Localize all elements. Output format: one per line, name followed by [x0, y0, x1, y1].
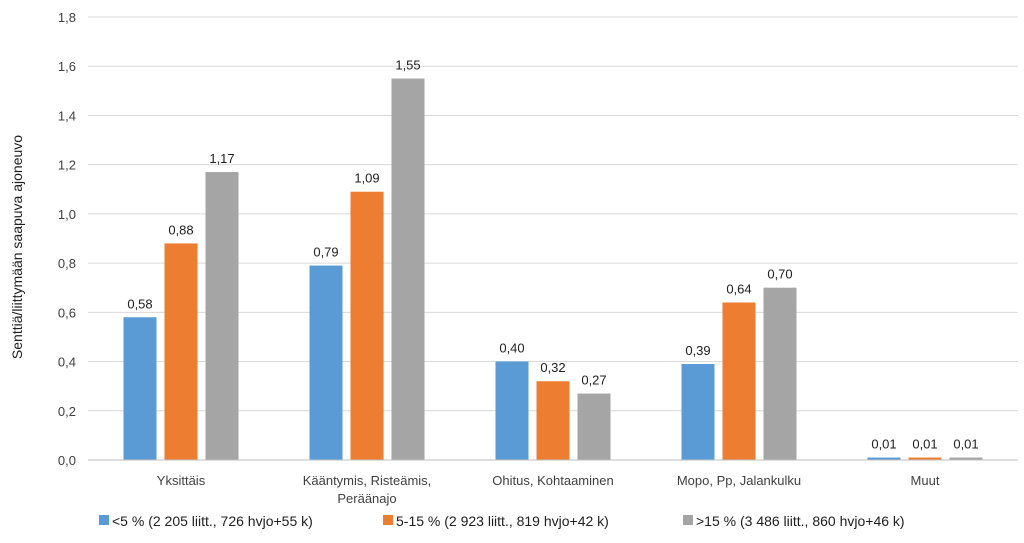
x-tick-label-line: Mopo, Pp, Jalankulku: [677, 473, 801, 488]
data-label: 0,40: [499, 341, 524, 356]
bar: [908, 457, 942, 460]
y-tick-label: 1,4: [58, 108, 76, 123]
bar: [577, 393, 611, 460]
data-label: 0,70: [767, 267, 792, 282]
bar: [949, 457, 983, 460]
data-label: 0,58: [127, 296, 152, 311]
x-tick-label-line: Yksittäis: [157, 473, 206, 488]
x-tick-label-line: Ohitus, Kohtaaminen: [492, 473, 613, 488]
bar: [722, 302, 756, 460]
data-label: 0,27: [581, 373, 606, 388]
bar: [681, 364, 715, 460]
bar: [391, 78, 425, 461]
legend: <5 % (2 205 liitt., 726 hvjo+55 k) 5-15 %…: [99, 513, 905, 529]
bar: [763, 287, 797, 460]
data-label: 1,17: [209, 151, 234, 166]
y-tick-label: 1,6: [58, 59, 76, 74]
y-tick-label: 0,0: [58, 453, 76, 468]
data-label: 1,55: [395, 58, 420, 73]
data-label: 0,01: [953, 437, 978, 452]
data-label: 0,32: [540, 360, 565, 375]
x-tick-label-line: Peräänajo: [337, 491, 396, 506]
data-label: 0,64: [726, 281, 751, 296]
data-labels: 0,58 0,88 1,17 0,79 1,09 1,55 0,40 0,32 0,27 0,39…: [127, 58, 978, 452]
gridlines: [88, 16, 1018, 412]
bar: [495, 361, 529, 460]
y-tick-label: 1,0: [58, 207, 76, 222]
x-tick-label: Ohitus, Kohtaaminen: [492, 473, 613, 488]
x-tick-label: Yksittäis: [157, 473, 206, 488]
legend-entry: <5 % (2 205 liitt., 726 hvjo+55 k): [112, 513, 313, 529]
legend-swatch: [99, 515, 109, 525]
legend-entry: >15 % (3 486 liitt., 860 hvjo+46 k): [696, 513, 905, 529]
legend-swatch: [383, 515, 393, 525]
y-axis-tick-labels: 0,0 0,2 0,4 0,6 0,8 1,0 1,2 1,4 1,6 1,8: [58, 10, 76, 468]
y-tick-label: 0,4: [58, 355, 76, 370]
y-tick-label: 1,8: [58, 10, 76, 25]
x-tick-label-line: Kääntymis, Risteämis,: [303, 473, 432, 488]
data-label: 1,09: [354, 171, 379, 186]
x-tick-label-line: Muut: [911, 473, 940, 488]
bars: [123, 78, 983, 461]
y-tick-label: 0,8: [58, 256, 76, 271]
bar: [123, 317, 157, 460]
y-tick-label: 0,6: [58, 305, 76, 320]
bar: [867, 457, 901, 460]
bar: [350, 191, 384, 460]
data-label: 0,88: [168, 222, 193, 237]
y-tick-label: 0,2: [58, 404, 76, 419]
x-tick-label: Muut: [911, 473, 940, 488]
bar: [164, 243, 198, 460]
x-tick-label: Mopo, Pp, Jalankulku: [677, 473, 801, 488]
y-axis-label: Senttiä/liittymään saapuva ajoneuvo: [9, 135, 25, 359]
x-axis-tick-labels: Yksittäis Kääntymis, Risteämis, Peräänajo O…: [157, 473, 940, 506]
bar: [536, 381, 570, 460]
y-tick-label: 1,2: [58, 158, 76, 173]
data-label: 0,01: [912, 437, 937, 452]
bar: [309, 265, 343, 460]
legend-entry: 5-15 % (2 923 liitt., 819 hvjo+42 k): [396, 513, 609, 529]
data-label: 0,39: [685, 343, 710, 358]
data-label: 0,01: [871, 437, 896, 452]
x-tick-label: Kääntymis, Risteämis, Peräänajo: [303, 473, 432, 506]
data-label: 0,79: [313, 245, 338, 260]
legend-swatch: [683, 515, 693, 525]
bar: [205, 172, 239, 461]
